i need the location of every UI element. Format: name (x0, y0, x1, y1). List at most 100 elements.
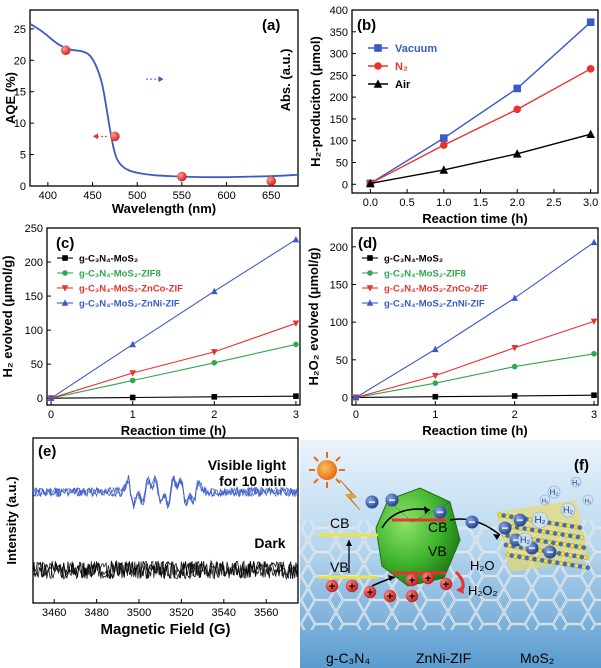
data-point (432, 372, 439, 380)
y-tick-label: 15 (14, 87, 26, 99)
y-axis-label: Intensity (a.u.) (4, 476, 19, 564)
series-line (355, 320, 595, 398)
hole (421, 571, 435, 585)
cb-label-gcn: CB (330, 515, 349, 531)
hole-sign: + (349, 581, 355, 593)
h2o-label: H₂O (470, 558, 495, 573)
label-gcn: g-C₃N₄ (326, 650, 370, 666)
dark-spectrum (33, 559, 298, 580)
h2o2-label: H₂O₂ (468, 583, 498, 598)
y-axis-label: H₂ evolved (μmol/g) (0, 255, 15, 377)
electron (365, 495, 379, 509)
hole (363, 585, 377, 599)
y-tick-label: 100 (330, 317, 348, 329)
hole (405, 573, 419, 587)
y-axis-label: AQE (%) (3, 72, 18, 124)
legend-label: N₂ (395, 61, 408, 73)
y-tick-label: 350 (330, 27, 348, 39)
hole (383, 589, 397, 603)
x-tick-label: 1.0 (436, 197, 451, 209)
aqe-point (60, 45, 71, 56)
y-tick-label: 200 (330, 242, 348, 254)
panel-e-epr-chart: 3460 3480 3500 3520 3540 3560 Visible lightfor… (4, 437, 299, 638)
electron-sign: − (528, 541, 535, 555)
data-point (439, 141, 448, 149)
panel-e-label: (e) (38, 443, 56, 460)
legend-marker (367, 270, 373, 276)
h2-bubble (531, 511, 549, 529)
electron-sign: − (436, 505, 443, 519)
x-tick-label: 2 (512, 409, 518, 421)
series-line (50, 322, 297, 399)
lightning-icon (339, 479, 361, 511)
h2-bubble-label: H₂ (550, 488, 559, 497)
data-point (511, 393, 518, 399)
series-line (355, 241, 595, 398)
series-line (50, 239, 297, 399)
h2-bubble-label: H₂ (520, 535, 530, 545)
legend-label: g-C₃N₄-MoS₂ (384, 254, 443, 265)
h2-bubble (570, 476, 582, 488)
y-axis-label: H₂O₂ evolved (μmol/g) (306, 248, 321, 386)
light-spectrum (33, 475, 298, 509)
hole-sign: + (329, 581, 335, 593)
y-tick-label: 20 (14, 55, 26, 67)
series-label-light-1: Visible light (208, 457, 287, 473)
series-line (51, 395, 296, 399)
right-axis-arrowhead (158, 76, 164, 83)
vb-label-gcn: VB (330, 559, 349, 575)
data-point (439, 165, 449, 174)
h2-bubble-label: H₂ (585, 499, 592, 505)
panel-a-label: (a) (262, 17, 280, 34)
data-point (591, 350, 597, 357)
x-tick-label: 500 (128, 190, 146, 202)
legend-marker (62, 255, 68, 261)
x-tick-label: 550 (173, 190, 191, 202)
h2-bubble (539, 494, 551, 506)
hole-sign: + (443, 579, 449, 591)
plot-frame (32, 437, 299, 604)
x-tick-label: 2.5 (546, 197, 561, 209)
electron (465, 515, 479, 529)
series-line (370, 68, 591, 185)
x-axis-label: Reaction time (h) (422, 423, 527, 438)
legend-label: g-C₃N₄-MoS₂-ZnNi-ZIF (79, 299, 180, 310)
epr-traces (33, 474, 298, 581)
h2-bubble-label: H₂ (534, 515, 545, 526)
series-line (370, 133, 591, 185)
x-axis-label: Reaction time (h) (422, 211, 527, 226)
legend-label: g-C₃N₄-MoS₂-ZIF8 (384, 269, 466, 280)
data-point (352, 393, 360, 401)
hole-sign: + (387, 591, 393, 603)
x-tick-label: 3560 (254, 607, 278, 619)
data-point (366, 178, 375, 188)
y-tick-label: 0 (342, 392, 348, 404)
data-point (211, 349, 218, 356)
y-tick-label: 150 (330, 279, 348, 291)
legend-label: g-C₃N₄-MoS₂-ZIF8 (79, 269, 161, 280)
y-tick-label: 250 (25, 223, 43, 235)
legend-marker (62, 270, 68, 276)
legend-label: g-C₃N₄-MoS₂-ZnCo-ZIF (79, 284, 183, 295)
x-tick-label: 1 (432, 409, 438, 421)
y-tick-label: 400 (330, 5, 348, 17)
legend-marker (373, 79, 383, 88)
electron-sign: − (468, 515, 475, 529)
data-point (129, 377, 136, 384)
data-point (292, 320, 300, 327)
x-tick-label: 3500 (127, 607, 151, 619)
mos2-atom (583, 555, 589, 560)
panel-a-chart: 400 450 500 550 600 650 0 5 10 15 20 25 Wavelength (… (3, 9, 299, 216)
electron-sign: − (512, 533, 519, 547)
series-line (369, 21, 592, 185)
aqe-point (177, 171, 187, 182)
series-label-dark: Dark (254, 535, 285, 551)
data-point (211, 394, 218, 400)
x-tick-label: 0 (48, 409, 54, 421)
hole (439, 577, 453, 591)
y-tick-label: 150 (330, 114, 348, 126)
y-tick-label: 50 (31, 359, 43, 371)
plot-frame (351, 227, 599, 406)
panel-b-label: (b) (357, 17, 376, 34)
data-point (293, 341, 299, 348)
